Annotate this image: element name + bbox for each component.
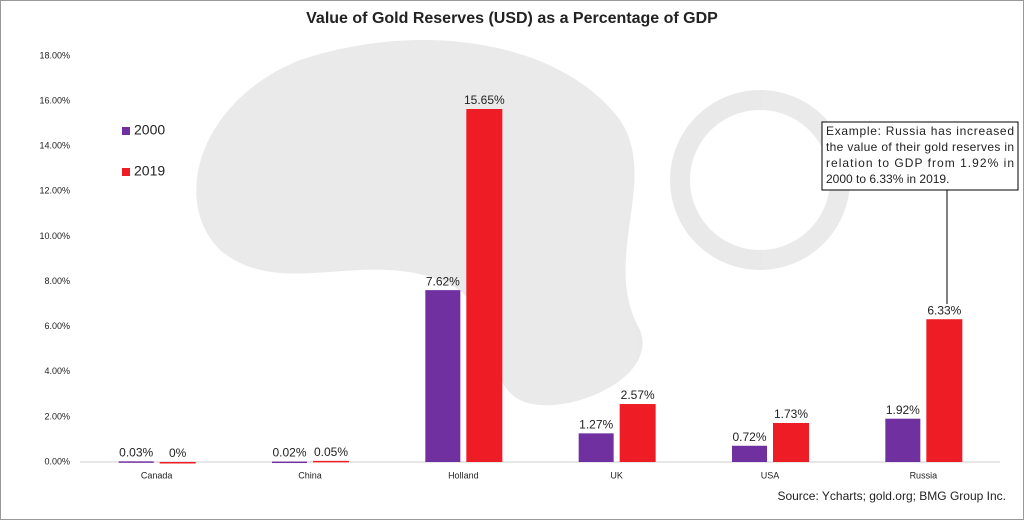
y-tick-label: 0.00% (44, 456, 70, 466)
x-tick-label: Holland (448, 470, 479, 480)
x-tick-label: UK (610, 470, 623, 480)
data-label: 1.92% (886, 403, 920, 417)
y-tick-label: 2.00% (44, 411, 70, 421)
annotation-box (821, 121, 1019, 191)
bar (313, 460, 349, 463)
y-tick-label: 16.00% (39, 95, 70, 105)
bar (732, 445, 767, 462)
y-tick-label: 4.00% (44, 366, 70, 376)
bar (272, 461, 307, 464)
data-label: 0.72% (732, 430, 766, 444)
bar (926, 319, 963, 462)
bar (159, 462, 196, 464)
data-label: 1.73% (774, 407, 808, 421)
x-tick-label: Canada (141, 470, 173, 480)
data-label: 1.27% (579, 418, 613, 432)
bar (466, 109, 503, 462)
data-label: 0% (169, 446, 187, 460)
data-label: 0.03% (119, 445, 153, 459)
chart-title: Value of Gold Reserves (USD) as a Percen… (306, 10, 718, 27)
legend-swatch (122, 168, 130, 176)
annotation-text: the value of their gold reserves in (826, 140, 1014, 154)
bar (425, 290, 461, 462)
data-label: 0.05% (314, 445, 348, 459)
data-label: 0.02% (272, 446, 306, 460)
annotation-text: Example: Russia has increased (826, 124, 1014, 138)
data-label: 15.65% (464, 93, 505, 107)
y-tick-label: 8.00% (44, 276, 70, 286)
x-tick-label: Russia (910, 470, 938, 480)
bar (885, 418, 921, 462)
legend-label: 2000 (134, 122, 165, 138)
source-note: Source: Ycharts; gold.org; BMG Group Inc… (777, 489, 1006, 503)
x-tick-label: USA (761, 470, 780, 480)
y-tick-label: 12.00% (39, 186, 70, 196)
data-label: 6.33% (927, 303, 961, 317)
bar (619, 404, 656, 462)
data-label: 2.57% (621, 388, 655, 402)
bar (118, 461, 154, 463)
y-tick-label: 6.00% (44, 321, 70, 331)
y-tick-label: 10.00% (39, 231, 70, 241)
bar (773, 422, 809, 462)
legend-swatch (122, 127, 130, 135)
legend-label: 2019 (134, 163, 165, 179)
data-label: 7.62% (426, 274, 460, 288)
x-tick-label: China (298, 470, 322, 480)
y-tick-label: 14.00% (39, 141, 70, 151)
watermark-shape (196, 40, 643, 406)
annotation-text: relation to GDP from 1.92% in (826, 156, 1014, 170)
annotation-text: 2000 to 6.33% in 2019. (826, 172, 949, 186)
bar (578, 433, 614, 462)
y-tick-label: 18.00% (39, 50, 70, 60)
